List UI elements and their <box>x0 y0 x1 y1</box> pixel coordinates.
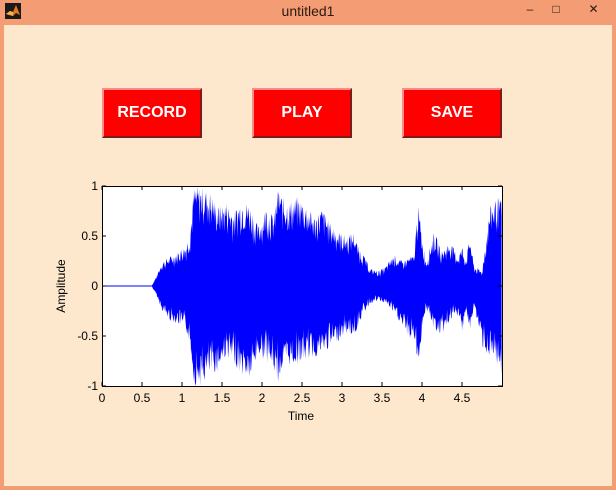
play-button[interactable]: PLAY <box>252 88 352 138</box>
x-axis-ticks: 0 0.5 1 1.5 2 2.5 3 3.5 4 4.5 <box>99 186 471 405</box>
y-tick-label: -0.5 <box>77 329 98 343</box>
x-tick-label: 1 <box>179 391 186 405</box>
y-tick-label: 1 <box>91 179 98 193</box>
close-button[interactable]: ✕ <box>588 2 599 16</box>
x-tick-label: 2.5 <box>294 391 311 405</box>
title-bar: untitled1 – □ ✕ <box>0 0 616 24</box>
x-tick-label: 3 <box>339 391 346 405</box>
save-button[interactable]: SAVE <box>402 88 502 138</box>
y-tick-label: 0 <box>91 279 98 293</box>
x-tick-label: 0.5 <box>134 391 151 405</box>
y-tick-label: 0.5 <box>81 229 98 243</box>
y-axis-label: Amplitude <box>54 259 68 313</box>
x-tick-label: 3.5 <box>374 391 391 405</box>
x-tick-label: 1.5 <box>214 391 231 405</box>
waveform-series <box>151 186 502 386</box>
matlab-icon <box>5 3 21 19</box>
record-button[interactable]: RECORD <box>102 88 202 138</box>
x-tick-label: 2 <box>259 391 266 405</box>
x-tick-label: 4.5 <box>454 391 471 405</box>
x-tick-label: 4 <box>419 391 426 405</box>
window-title: untitled1 <box>281 3 335 19</box>
x-tick-label: 0 <box>99 391 106 405</box>
y-tick-label: -1 <box>87 379 98 393</box>
x-axis-label: Time <box>288 409 315 423</box>
minimize-button[interactable]: – <box>526 2 534 16</box>
maximize-button[interactable]: □ <box>552 2 560 16</box>
y-axis-ticks: 1 0.5 0 -0.5 -1 <box>77 179 502 393</box>
